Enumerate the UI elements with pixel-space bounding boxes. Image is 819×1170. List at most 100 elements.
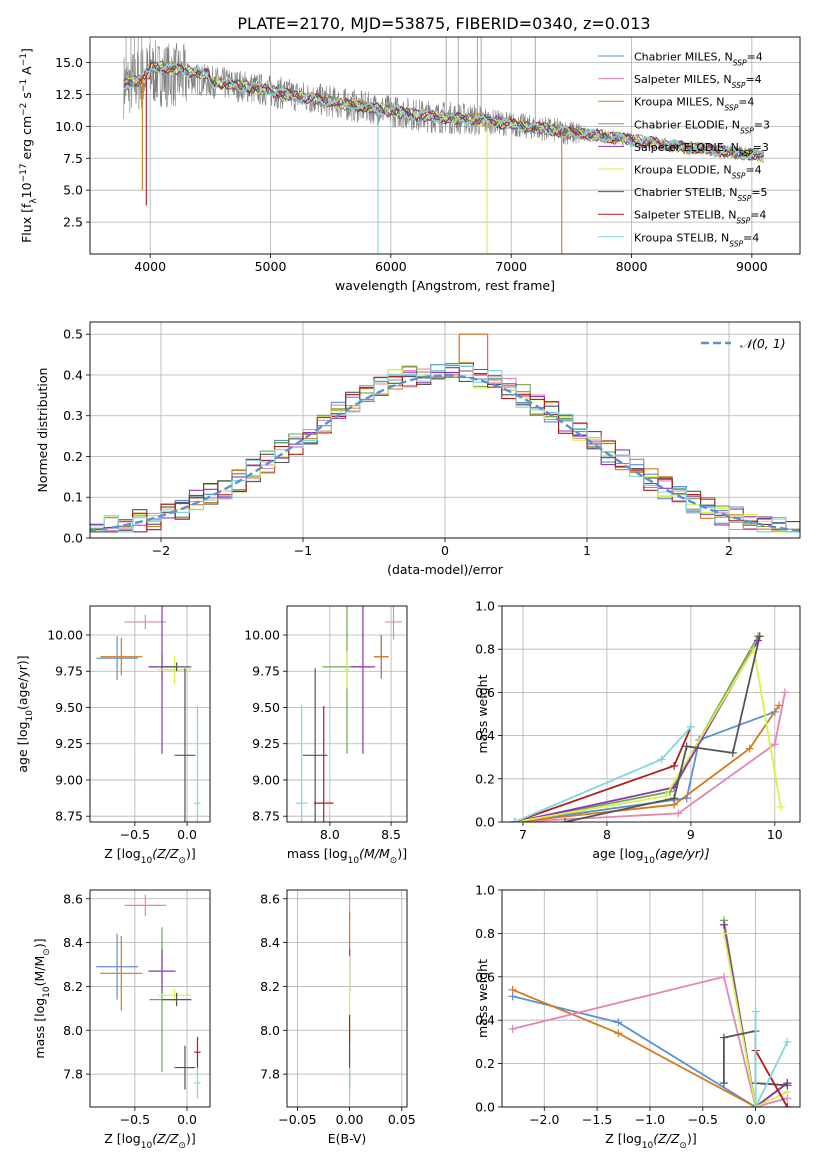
y-tick-label: 9.75 xyxy=(55,664,83,679)
weight-point xyxy=(745,744,754,753)
weight-line-2 xyxy=(512,975,788,1107)
y-tick-label: 8.2 xyxy=(63,979,83,994)
weight-point xyxy=(776,802,785,811)
y-label-ylabel-exp3: −1 xyxy=(19,79,29,92)
x-tick-label: 9 xyxy=(687,827,695,842)
legend-name: Kroupa STELIB, N xyxy=(634,231,729,244)
weight-point xyxy=(686,722,695,731)
y-tick-label: 15.0 xyxy=(55,55,83,70)
y-tick-label: 8.75 xyxy=(252,809,280,824)
x-tick-label: −1.5 xyxy=(582,1112,612,1127)
axes-frame xyxy=(501,605,801,823)
x-tick-label: 8 xyxy=(603,827,611,842)
weight-point xyxy=(661,792,670,801)
x-label-tail: (Z/Z xyxy=(152,846,179,861)
y-tick-label: 0.3 xyxy=(63,408,83,423)
axes-frame xyxy=(286,605,408,823)
legend-entry: Salpeter MILES, NSSP=4 xyxy=(634,73,762,90)
y-tick-label: 8.6 xyxy=(260,891,280,906)
y-tick-label: 0.2 xyxy=(63,449,83,464)
legend-name: Kroupa ELODIE, N xyxy=(634,164,732,177)
weight-line-1 xyxy=(514,692,786,822)
y-tick-label: 0.1 xyxy=(63,490,83,505)
y-label-ylabel-tail4: A xyxy=(19,66,34,79)
y-tick-label: 10.00 xyxy=(244,627,280,642)
y-tick-label: 0.0 xyxy=(63,531,83,546)
legend-tail: =4 xyxy=(745,164,761,177)
y-axis-label: mass weight xyxy=(475,959,490,1038)
y-tick-label: 0.5 xyxy=(63,327,83,342)
weight-point xyxy=(670,794,679,803)
weight-point xyxy=(614,1029,623,1038)
legend-entry: Chabrier STELIB, NSSP=5 xyxy=(634,186,768,203)
x-tick-label: −1.0 xyxy=(635,1112,665,1127)
x-label-end: )] xyxy=(186,846,196,861)
gaussian-curve xyxy=(90,374,800,533)
y-axis-label: Normed distribution xyxy=(35,368,50,493)
y-label-ylabel-tail3: s xyxy=(19,92,34,103)
weight-point xyxy=(674,809,683,818)
y-tick-label: 8.4 xyxy=(260,935,280,950)
y-tick-label: 2.5 xyxy=(63,215,83,230)
legend-entry: Salpeter ELODIE, NSSP=3 xyxy=(634,141,769,158)
plot-area xyxy=(96,894,201,1099)
axes-frame xyxy=(501,889,801,1108)
weight-line-8 xyxy=(754,1011,789,1107)
y-label-ylabel-sub2: ⊙ xyxy=(42,948,52,956)
legend-sub: SSP xyxy=(733,58,747,67)
x-label-main: Z [log xyxy=(605,1131,641,1146)
weight-point xyxy=(728,748,737,757)
x-tick-label: 8000 xyxy=(616,259,648,274)
y-tick-label: 0.0 xyxy=(475,815,495,830)
weight-line-5 xyxy=(514,646,782,822)
x-label-end: )] xyxy=(687,1131,697,1146)
legend-sub: SSP xyxy=(739,148,753,157)
x-axis-label: Z [log10(Z/Z⊙)] xyxy=(104,1131,195,1151)
y-axis-label: age [log10(age/yr)] xyxy=(15,655,35,772)
plot-area xyxy=(295,606,403,822)
y-label-ylabel: Normed distribution xyxy=(35,368,50,493)
axes-frame xyxy=(89,36,801,255)
y-tick-label: 0.4 xyxy=(475,728,495,743)
x-axis-label: mass [log10(M/M⊙)] xyxy=(287,846,407,866)
legend-entry: 𝒩(0, 1) xyxy=(740,336,786,351)
y-label-ylabel: age [log xyxy=(15,721,30,772)
legend-sub: SSP xyxy=(740,126,754,135)
weight-line-0 xyxy=(514,710,776,822)
x-label-main: Z [log xyxy=(104,1131,140,1146)
grid xyxy=(287,890,407,1107)
y-label-ylabel-sub: 10 xyxy=(42,986,52,998)
ticks: −0.5 0.0 8.75 9.00 9.25 9.50 9.75 10.00 xyxy=(47,627,197,842)
y-axis-label: mass [log10(M/M⊙)] xyxy=(32,938,52,1058)
legend-tail: =4 xyxy=(747,51,763,64)
y-label-ylabel-sub: λ xyxy=(29,198,39,204)
weight-point xyxy=(751,1103,760,1107)
x-axis-label: E(B-V) xyxy=(328,1131,367,1146)
weight-point xyxy=(719,920,728,929)
x-tick-label: 0.00 xyxy=(336,1112,364,1127)
ticks: −2.0 −1.5 −1.0 −0.5 0.0 0.0 0.2 0.4 0.6 0.8 1.0 xyxy=(475,883,765,1128)
y-label-ylabel-end: ] xyxy=(19,48,34,53)
y-tick-label: 7.8 xyxy=(260,1067,280,1082)
weight-point xyxy=(783,1037,792,1046)
x-tick-label: 8.0 xyxy=(320,827,340,842)
weight-point xyxy=(657,755,666,764)
weight-point xyxy=(755,632,764,641)
y-tick-label: 8.0 xyxy=(63,1023,83,1038)
x-tick-label: 0.05 xyxy=(388,1112,416,1127)
weight-line-2 xyxy=(514,704,780,822)
y-label-ylabel-tail: (age/yr)] xyxy=(15,655,30,710)
legend-sub: SSP xyxy=(724,103,738,112)
y-tick-label: 9.00 xyxy=(252,772,280,787)
y-tick-label: 0.4 xyxy=(63,367,83,382)
mass-vs-ebv-panel: −0.05 0.00 0.05 7.8 8.0 8.2 8.4 8.6 E(B-V) xyxy=(260,889,416,1146)
legend-name: Salpeter ELODIE, N xyxy=(634,141,739,154)
legend-tail: =5 xyxy=(751,186,767,199)
weight-point xyxy=(783,1081,792,1090)
weight-line-5 xyxy=(723,933,788,1107)
x-tick-label: 8.5 xyxy=(381,827,401,842)
x-tick-label: 10 xyxy=(767,827,783,842)
x-label-main: E(B-V) xyxy=(328,1131,367,1146)
y-tick-label: 0.8 xyxy=(475,926,495,941)
x-label-tail: (M/M xyxy=(359,846,390,861)
